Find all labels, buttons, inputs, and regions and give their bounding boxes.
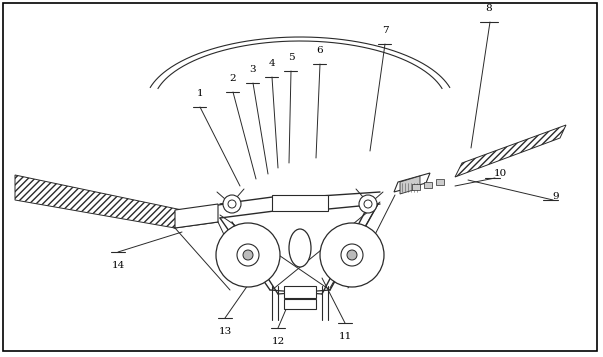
- Polygon shape: [175, 204, 218, 228]
- Bar: [284, 299, 316, 309]
- Circle shape: [228, 200, 236, 208]
- Text: 11: 11: [338, 332, 352, 341]
- Bar: [412, 184, 420, 190]
- Circle shape: [364, 200, 372, 208]
- Bar: [436, 179, 444, 185]
- Text: 4: 4: [269, 59, 276, 68]
- Text: 13: 13: [218, 327, 232, 336]
- Circle shape: [347, 250, 357, 260]
- Text: 2: 2: [230, 74, 236, 83]
- Text: 7: 7: [382, 26, 388, 35]
- Circle shape: [320, 223, 384, 287]
- Text: 14: 14: [112, 261, 125, 270]
- Polygon shape: [400, 176, 420, 194]
- Ellipse shape: [289, 229, 311, 267]
- Polygon shape: [455, 125, 566, 177]
- Circle shape: [216, 223, 280, 287]
- Text: 1: 1: [197, 89, 203, 98]
- Bar: [424, 182, 432, 188]
- Circle shape: [237, 244, 259, 266]
- Text: 6: 6: [317, 46, 323, 55]
- Text: 10: 10: [494, 169, 507, 177]
- Circle shape: [243, 250, 253, 260]
- Text: 12: 12: [271, 337, 285, 346]
- Text: 3: 3: [250, 65, 256, 74]
- Polygon shape: [394, 173, 430, 192]
- Polygon shape: [15, 175, 182, 228]
- Bar: [284, 286, 316, 298]
- Circle shape: [359, 195, 377, 213]
- Circle shape: [341, 244, 363, 266]
- Circle shape: [223, 195, 241, 213]
- Bar: [272, 195, 328, 211]
- Text: 5: 5: [288, 53, 294, 62]
- Text: 8: 8: [485, 4, 492, 13]
- Text: 9: 9: [552, 191, 558, 201]
